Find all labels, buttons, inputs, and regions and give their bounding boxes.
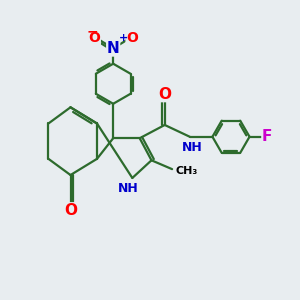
Text: NH: NH: [118, 182, 138, 195]
Text: +: +: [119, 33, 128, 43]
Text: N: N: [107, 41, 120, 56]
Text: O: O: [64, 203, 77, 218]
Text: F: F: [262, 129, 272, 144]
Text: O: O: [126, 31, 138, 44]
Text: −: −: [87, 25, 98, 38]
Text: O: O: [158, 87, 171, 102]
Text: O: O: [88, 31, 100, 44]
Text: NH: NH: [182, 141, 203, 154]
Text: CH₃: CH₃: [176, 166, 198, 176]
